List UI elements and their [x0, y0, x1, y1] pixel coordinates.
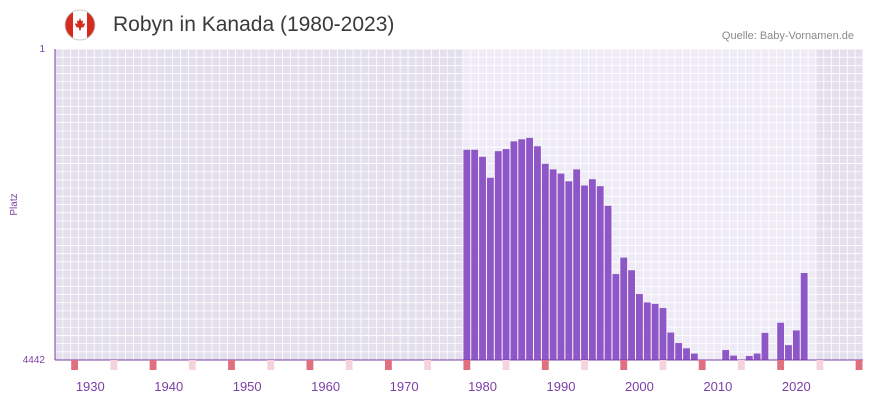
decade-marker-1968	[384, 360, 392, 370]
x-tick-label-2020: 2020	[782, 379, 811, 394]
bar-2021	[800, 273, 808, 360]
bar-2012	[730, 355, 737, 360]
half-decade-marker-2023	[816, 360, 824, 370]
bar-2002	[651, 303, 659, 360]
half-decade-marker-1983	[502, 360, 510, 370]
grid-lines	[54, 48, 864, 361]
bar-1992	[573, 169, 581, 360]
bar-1985	[518, 139, 526, 360]
bar-1983	[502, 149, 510, 360]
half-decade-marker-1953	[267, 360, 275, 370]
bar-1978	[463, 149, 471, 360]
bar-1999	[628, 270, 636, 360]
x-tick-label-1960: 1960	[311, 379, 340, 394]
bar-1995	[596, 186, 604, 360]
bar-2005	[675, 343, 683, 360]
decade-marker-2018	[777, 360, 785, 370]
half-decade-marker-1973	[424, 360, 432, 370]
x-tick-label-1980: 1980	[468, 379, 497, 394]
x-tick-label-2010: 2010	[703, 379, 732, 394]
y-axis-label: Platz	[9, 193, 20, 215]
bar-1994	[588, 179, 596, 360]
half-decade-marker-2013	[737, 360, 745, 370]
bar-1987	[534, 146, 541, 360]
x-tick-label-1950: 1950	[233, 379, 262, 394]
bar-2000	[636, 294, 643, 360]
half-decade-marker-1993	[581, 360, 588, 370]
bar-1979	[471, 149, 479, 360]
half-decade-marker-2003	[659, 360, 667, 370]
bar-2011	[722, 350, 730, 360]
bar-2003	[659, 308, 667, 360]
bar-2007	[690, 353, 698, 360]
bar-2018	[777, 322, 785, 360]
decade-marker-2008	[698, 360, 706, 370]
bar-2004	[667, 332, 675, 360]
bar-1981	[486, 177, 494, 360]
decade-marker-1988	[541, 360, 549, 370]
bar-1989	[549, 169, 557, 360]
decade-marker-2028	[855, 360, 863, 370]
bar-1982	[494, 151, 502, 360]
bar-1986	[526, 137, 534, 360]
x-tick-label-2000: 2000	[625, 379, 654, 394]
y-tick-label-1: 1	[39, 44, 45, 55]
bar-1984	[510, 141, 518, 360]
bar-2019	[785, 345, 792, 360]
bar-1991	[565, 181, 573, 360]
decade-marker-1998	[620, 360, 628, 370]
bar-2014	[745, 356, 753, 360]
bar-2001	[643, 302, 651, 360]
bar-1988	[541, 163, 549, 360]
half-decade-marker-1933	[110, 360, 118, 370]
decade-marker-1948	[228, 360, 235, 370]
x-tick-label-1930: 1930	[76, 379, 105, 394]
decade-marker-1958	[306, 360, 314, 370]
bar-2006	[683, 348, 690, 360]
x-tick-label-1970: 1970	[390, 379, 419, 394]
source-link[interactable]: Quelle: Baby-Vornamen.de	[721, 30, 854, 42]
bar-1980	[479, 156, 486, 360]
y-tick-label-4442: 4442	[23, 355, 46, 366]
decade-marker-1978	[463, 360, 471, 370]
half-decade-marker-1963	[345, 360, 353, 370]
decade-marker-1928	[71, 360, 79, 370]
bar-1998	[620, 257, 628, 360]
bar-2020	[792, 330, 800, 360]
bar-2015	[753, 353, 761, 360]
x-tick-label-1940: 1940	[154, 379, 183, 394]
canada-flag-icon	[64, 9, 96, 41]
bar-2016	[761, 332, 769, 360]
bar-1993	[581, 185, 588, 360]
chart-title: Robyn in Kanada (1980-2023)	[113, 13, 395, 36]
decade-marker-1938	[149, 360, 157, 370]
bar-1997	[612, 274, 620, 360]
half-decade-marker-1943	[188, 360, 196, 370]
bar-1990	[557, 173, 565, 360]
bar-1996	[604, 205, 612, 360]
x-tick-label-1990: 1990	[547, 379, 576, 394]
